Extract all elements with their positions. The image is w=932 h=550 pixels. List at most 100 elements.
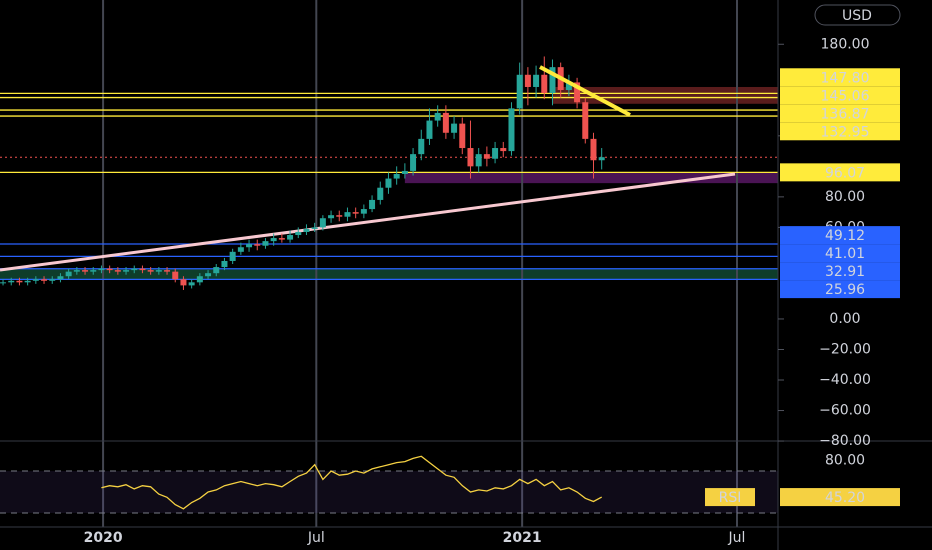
- candle-body: [467, 148, 474, 167]
- candle-body: [139, 268, 146, 271]
- rsi-name: RSI: [719, 490, 742, 506]
- grid: [102, 0, 738, 527]
- price-label: 25.96: [825, 282, 865, 298]
- y-tick-label: 180.00: [821, 36, 870, 52]
- candle-body: [90, 270, 97, 272]
- candle-body: [278, 238, 285, 240]
- candle-body: [565, 82, 572, 91]
- candle-body: [336, 215, 343, 217]
- candle-body: [196, 276, 203, 283]
- price-label: 96.07: [825, 165, 865, 181]
- candle-body: [377, 187, 384, 200]
- candle-body: [418, 138, 425, 155]
- candle-body: [401, 170, 408, 174]
- rsi-value-box: [780, 488, 900, 507]
- price-label-box: [780, 122, 900, 141]
- candle-body: [369, 199, 376, 210]
- zone: [404, 172, 778, 184]
- candle-body: [410, 154, 417, 171]
- zone: [552, 86, 778, 104]
- candle-body: [114, 270, 121, 272]
- candle-body: [172, 271, 179, 280]
- price-label-box: [780, 163, 900, 182]
- candle-body: [459, 123, 466, 149]
- price-lines: [0, 92, 778, 280]
- candle-body: [57, 276, 64, 280]
- candle-body: [451, 123, 458, 133]
- candle-body: [98, 268, 105, 271]
- candle-body: [221, 260, 228, 268]
- candle-body: [237, 247, 244, 252]
- candle-body: [541, 74, 548, 94]
- price-label-box: [780, 280, 900, 299]
- y-tick-label: −40.00: [819, 372, 871, 388]
- candle-body: [344, 212, 351, 217]
- x-tick-label: 2021: [503, 530, 542, 546]
- candle-body: [16, 280, 23, 283]
- candle-body: [533, 74, 540, 87]
- rsi-pane: [0, 455, 778, 514]
- candle-body: [328, 215, 335, 219]
- zone: [0, 268, 778, 280]
- candle-body: [287, 235, 294, 240]
- currency-button[interactable]: [814, 4, 901, 26]
- candle-body: [516, 74, 523, 109]
- candle-body: [590, 138, 597, 161]
- rsi-line: [101, 455, 603, 510]
- candle-body: [123, 270, 130, 272]
- currency[interactable]: USD: [842, 8, 872, 24]
- price-label: 49.12: [825, 228, 865, 244]
- candle-body: [524, 74, 531, 87]
- price-label: 132.95: [821, 124, 870, 140]
- candles: [0, 56, 605, 290]
- candle-body: [205, 273, 212, 277]
- candle-body: [319, 218, 326, 228]
- candle-body: [24, 280, 31, 283]
- candle-body: [155, 270, 162, 272]
- price-label-box: [780, 244, 900, 263]
- candle-body: [65, 271, 72, 277]
- price-label: 136.87: [821, 106, 870, 122]
- candle-body: [0, 282, 7, 284]
- price-label: 41.01: [825, 246, 865, 262]
- candle-body: [508, 108, 515, 152]
- candle-body: [582, 102, 589, 139]
- x-tick-label: Jul: [307, 530, 325, 546]
- candle-body: [8, 280, 15, 283]
- x-tick-label: Jul: [728, 530, 746, 546]
- candle-body: [73, 270, 80, 272]
- price-label: 147.80: [821, 70, 870, 86]
- candle-body: [598, 157, 605, 161]
- y-tick-label: −60.00: [819, 403, 871, 419]
- candle-body: [500, 148, 507, 152]
- y-tick-label: 80.00: [825, 189, 865, 205]
- candle-body: [483, 154, 490, 159]
- candle-body: [434, 112, 441, 121]
- candle-body: [49, 279, 56, 281]
- candle-body: [393, 173, 400, 179]
- candle-body: [270, 238, 277, 242]
- candle-body: [229, 251, 236, 261]
- price-label-box: [780, 68, 900, 87]
- price-label-box: [780, 104, 900, 123]
- candle-body: [549, 67, 556, 94]
- candle-body: [360, 209, 367, 214]
- candle-body: [475, 154, 482, 167]
- y-tick-label: −80.00: [819, 433, 871, 449]
- rsi-band-fill: [0, 471, 778, 514]
- candle-body: [311, 227, 318, 229]
- zones: [0, 86, 778, 280]
- candle-body: [442, 112, 449, 133]
- rsi-value: 45.20: [825, 490, 865, 506]
- candle-body: [352, 212, 359, 214]
- candle-body: [164, 270, 171, 272]
- y-tick-label: −20.00: [819, 341, 871, 357]
- candle-body: [262, 241, 269, 246]
- trend-line: [539, 65, 631, 117]
- candle-body: [574, 82, 581, 103]
- axis: 2020Jul2021Jul180.00120.0080.0060.000.00…: [84, 36, 900, 546]
- price-label: 145.06: [821, 88, 870, 104]
- candle-body: [147, 270, 154, 272]
